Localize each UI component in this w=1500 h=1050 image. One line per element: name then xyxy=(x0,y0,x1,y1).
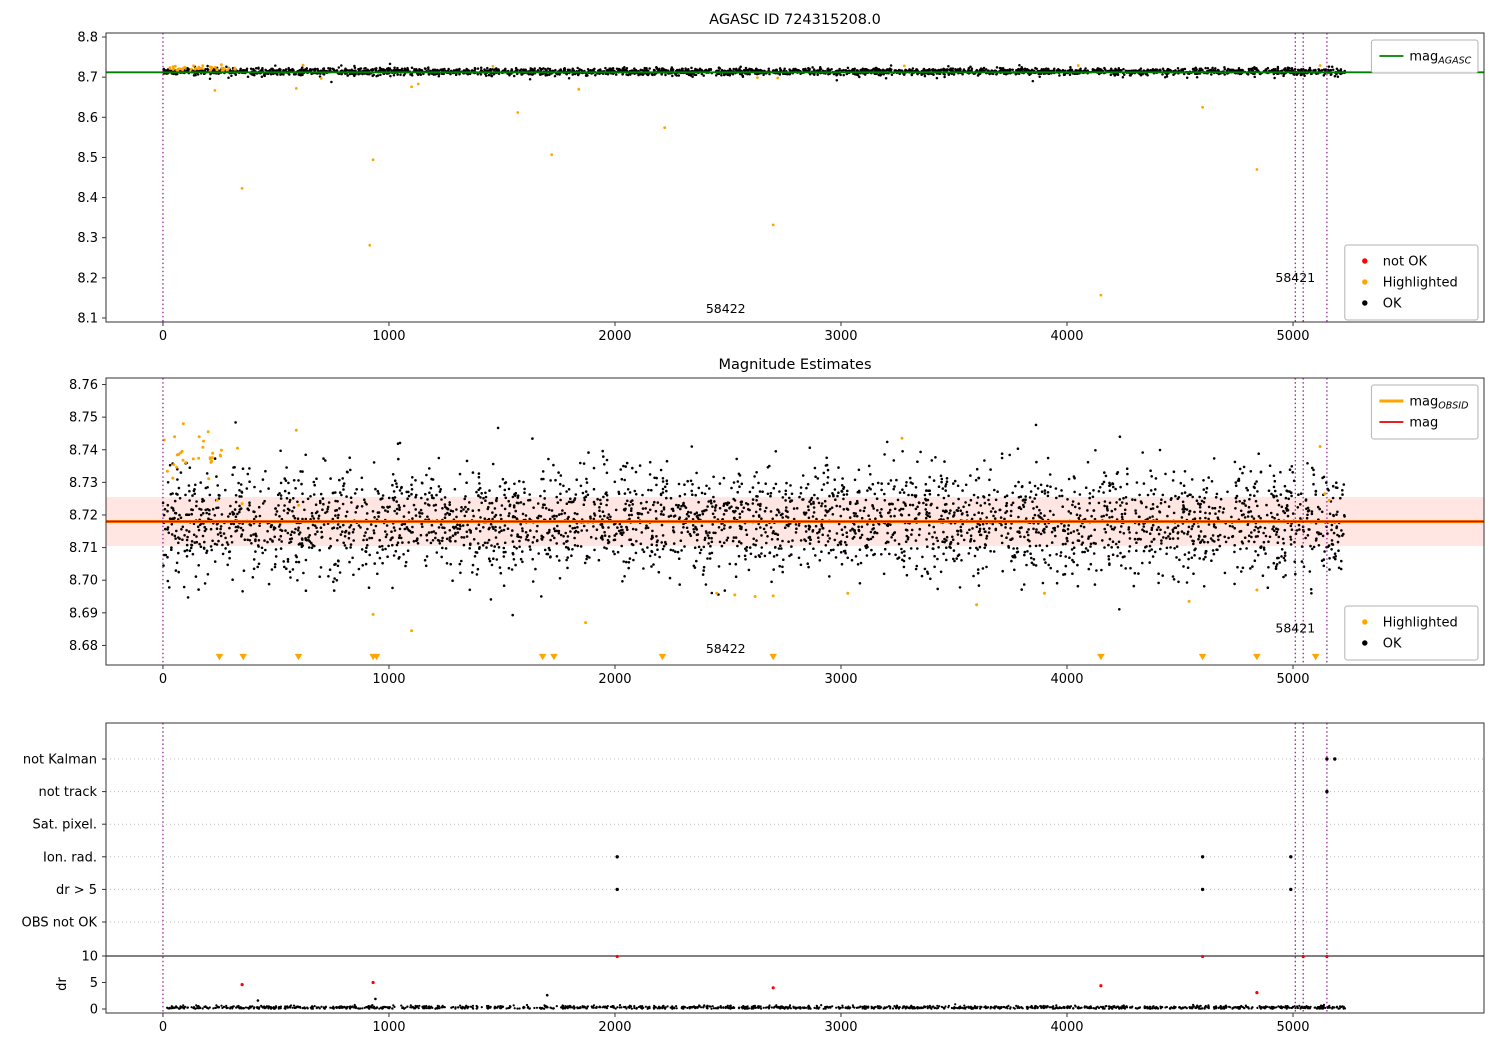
legend-label: Highlighted xyxy=(1383,276,1458,291)
y-tick-label: 8.69 xyxy=(69,606,98,621)
flag-row-label: not Kalman xyxy=(23,753,97,768)
y-tick-label: 8.7 xyxy=(77,71,98,86)
x-tick-label: 2000 xyxy=(598,329,631,344)
y-tick-label: 8.1 xyxy=(77,311,98,326)
y-tick-label: 8.3 xyxy=(77,231,98,246)
y-tick-label: 8.72 xyxy=(69,508,98,523)
axes-frame xyxy=(105,377,1485,666)
y-tick-label: 8.74 xyxy=(69,443,98,458)
plot-1: 58422 58421 0 1000 2000 3000 4000 5000 8.68 8.69 8… xyxy=(69,377,1485,687)
x-tick-label: 5000 xyxy=(1276,672,1309,687)
legend-bottom: Highlighted OK xyxy=(1344,605,1479,661)
legend-label: Highlighted xyxy=(1383,616,1458,631)
y-tick-label: 8.76 xyxy=(69,378,98,393)
y-tick-label: 8.4 xyxy=(77,191,98,206)
y-tick-label: 8.5 xyxy=(77,151,98,166)
obsid-annotation: 58421 xyxy=(1275,270,1315,285)
x-tick-label: 0 xyxy=(159,672,167,687)
legend-label: OK xyxy=(1383,637,1402,652)
legend-top: magAGASC xyxy=(1370,39,1479,74)
x-tick-label: 2000 xyxy=(598,1020,631,1035)
legend-bottom: not OK Highlighted OK xyxy=(1344,244,1479,321)
plot1-title: AGASC ID 724315208.0 xyxy=(709,12,881,28)
scatter-cluster xyxy=(162,435,223,481)
legend-label: mag xyxy=(1409,416,1438,431)
legend-label: OK xyxy=(1383,297,1402,312)
obsid-annotation: 58422 xyxy=(706,641,746,656)
x-tick-label: 1000 xyxy=(372,672,405,687)
y-tick-label: 8.73 xyxy=(69,476,98,491)
highlighted-points xyxy=(213,63,1322,297)
legend-marker-dot xyxy=(1362,258,1368,264)
legend-marker-dot xyxy=(1362,279,1368,285)
obsid-annotation: 58421 xyxy=(1275,620,1315,635)
scatter-cluster xyxy=(166,1003,1347,1010)
y-tick-label: 8.8 xyxy=(77,31,98,46)
dr-tick-label: 10 xyxy=(81,950,98,965)
flag-row-label: dr > 5 xyxy=(56,883,97,898)
scatter-cluster xyxy=(168,421,1346,617)
flag-points xyxy=(615,757,1337,892)
scatter-cluster xyxy=(168,63,237,73)
dr-axis-label: dr xyxy=(55,977,70,991)
x-tick-label: 5000 xyxy=(1276,329,1309,344)
obsid-annotation: 58422 xyxy=(706,301,746,316)
legend-label: not OK xyxy=(1383,255,1428,270)
clipped-low-markers xyxy=(215,653,1320,661)
y-tick-label: 8.68 xyxy=(69,639,98,654)
x-tick-label: 4000 xyxy=(1050,672,1083,687)
legend-marker-dot xyxy=(1362,300,1368,306)
x-tick-label: 0 xyxy=(159,1020,167,1035)
flag-row-label: not track xyxy=(38,785,97,800)
x-tick-label: 4000 xyxy=(1050,329,1083,344)
y-tick-label: 8.2 xyxy=(77,271,98,286)
x-tick-label: 1000 xyxy=(372,1020,405,1035)
plot-flags: not Kalman not track Sat. pixel. Ion. rad. d… xyxy=(22,722,1485,1035)
flag-row-label: Sat. pixel. xyxy=(33,818,97,833)
flag-row-label: Ion. rad. xyxy=(43,850,97,865)
x-tick-label: 3000 xyxy=(824,672,857,687)
plot2-title: Magnitude Estimates xyxy=(718,357,872,373)
plot-0: 58422 58421 0 1000 2000 3000 4000 5000 8.1 8.2 8.3… xyxy=(77,31,1485,344)
axes-frame xyxy=(105,32,1485,323)
x-tick-label: 5000 xyxy=(1276,1020,1309,1035)
dr-ok-outliers xyxy=(256,993,549,1002)
x-tick-label: 4000 xyxy=(1050,1020,1083,1035)
y-tick-label: 8.75 xyxy=(69,411,98,426)
dr-tick-label: 0 xyxy=(90,1003,98,1018)
y-tick-label: 8.6 xyxy=(77,111,98,126)
legend-marker-dot xyxy=(1362,640,1368,646)
axes-frame xyxy=(105,722,1485,1014)
flag-row-label: OBS not OK xyxy=(22,916,98,931)
x-tick-label: 1000 xyxy=(372,329,405,344)
x-tick-label: 2000 xyxy=(598,672,631,687)
legend-marker-dot xyxy=(1362,619,1368,625)
x-tick-label: 3000 xyxy=(824,329,857,344)
dr-tick-label: 5 xyxy=(90,976,98,991)
x-tick-label: 3000 xyxy=(824,1020,857,1035)
y-tick-label: 8.70 xyxy=(69,574,98,589)
dr-not-ok-points xyxy=(240,954,1329,995)
y-tick-label: 8.71 xyxy=(69,541,98,556)
x-tick-label: 0 xyxy=(159,329,167,344)
highlighted-points xyxy=(181,422,1331,633)
